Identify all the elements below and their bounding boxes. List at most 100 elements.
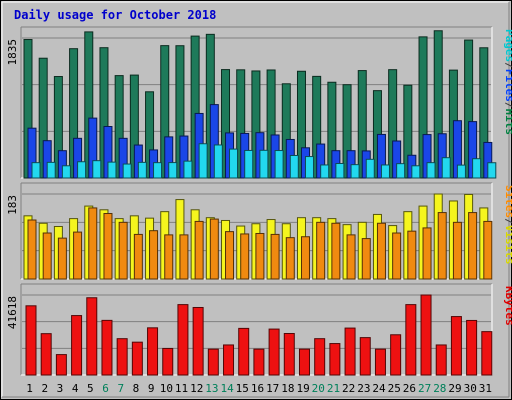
legend-entry: KBytes xyxy=(503,286,512,326)
x-tick-label-day-17: 17 xyxy=(266,382,279,395)
series-sites xyxy=(27,207,493,280)
bar-sites-day-1 xyxy=(27,219,37,280)
bar-pages-day-16 xyxy=(259,149,269,179)
legend-entry: Files xyxy=(503,69,512,102)
bar-sites-day-16 xyxy=(255,232,265,280)
x-tick-label-day-2: 2 xyxy=(41,382,48,395)
bar-pages-day-3 xyxy=(61,165,71,179)
bar-kbytes-day-7 xyxy=(116,338,128,376)
x-tick-label-day-22: 22 xyxy=(342,382,355,395)
x-tick-label-day-14: 14 xyxy=(220,382,234,395)
bar-sites-day-3 xyxy=(57,237,67,280)
y-tick-label: 1835 xyxy=(6,39,19,66)
bar-kbytes-day-24 xyxy=(374,348,386,376)
x-tick-label-day-21: 21 xyxy=(327,382,340,395)
bar-sites-day-9 xyxy=(149,230,159,280)
bar-sites-day-8 xyxy=(133,233,143,280)
x-tick-label-day-16: 16 xyxy=(251,382,264,395)
x-tick-label-day-3: 3 xyxy=(57,382,64,395)
x-tick-label-day-13: 13 xyxy=(205,382,218,395)
bar-sites-day-18 xyxy=(285,237,295,280)
bar-pages-day-13 xyxy=(213,144,223,179)
bar-sites-day-22 xyxy=(346,234,356,280)
bar-sites-day-24 xyxy=(376,222,386,280)
bar-sites-day-19 xyxy=(300,236,310,280)
bar-kbytes-day-26 xyxy=(405,304,417,376)
bar-kbytes-day-29 xyxy=(450,316,462,376)
bar-kbytes-day-1 xyxy=(25,305,37,376)
panel-middle: 183 Sites/Visits xyxy=(6,182,512,280)
bar-pages-day-5 xyxy=(92,160,102,179)
bar-kbytes-day-25 xyxy=(390,334,402,376)
bar-kbytes-day-20 xyxy=(314,338,326,376)
bar-pages-day-30 xyxy=(472,158,482,179)
bar-pages-day-12 xyxy=(198,143,208,179)
bar-sites-day-17 xyxy=(270,233,280,280)
panel-bottom: 41618 KBytes xyxy=(6,283,512,376)
bar-pages-day-23 xyxy=(365,158,375,179)
x-tick-label-day-8: 8 xyxy=(133,382,140,395)
bar-pages-day-11 xyxy=(183,160,193,179)
bar-kbytes-day-2 xyxy=(40,333,52,376)
bar-pages-day-19 xyxy=(304,156,314,179)
bar-kbytes-day-19 xyxy=(298,348,310,376)
bar-pages-day-2 xyxy=(46,161,56,179)
bar-pages-day-14 xyxy=(229,148,239,179)
bar-pages-day-21 xyxy=(335,163,345,179)
bar-kbytes-day-3 xyxy=(55,354,67,376)
x-tick-label-day-18: 18 xyxy=(281,382,294,395)
bar-pages-day-25 xyxy=(396,163,406,179)
x-tick-label-day-5: 5 xyxy=(87,382,94,395)
bar-pages-day-27 xyxy=(426,162,436,179)
bar-sites-day-14 xyxy=(225,231,235,280)
bar-sites-day-4 xyxy=(73,231,83,280)
bar-kbytes-day-15 xyxy=(238,327,250,376)
chart-title: Daily usage for October 2018 xyxy=(14,8,216,22)
bar-sites-day-31 xyxy=(483,220,493,280)
bar-kbytes-day-9 xyxy=(147,327,159,376)
x-axis: 1 2 3 4 5 6 7 8 9 10 11 12 13 14 15 16 17 18 19 20 21 22 23 24 2… xyxy=(26,382,492,395)
bar-kbytes-day-11 xyxy=(177,304,189,376)
bar-pages-day-20 xyxy=(320,164,330,179)
x-tick-label-day-15: 15 xyxy=(236,382,249,395)
x-tick-label-day-27: 27 xyxy=(418,382,431,395)
x-tick-label-day-29: 29 xyxy=(448,382,461,395)
bar-pages-day-15 xyxy=(244,149,254,179)
bar-pages-day-10 xyxy=(168,162,178,179)
bar-kbytes-day-4 xyxy=(71,315,83,376)
legend-entry: / xyxy=(503,102,512,109)
legend-entry: Pages xyxy=(503,29,512,62)
x-tick-label-day-6: 6 xyxy=(102,382,109,395)
bar-pages-day-17 xyxy=(274,150,284,179)
bar-sites-day-15 xyxy=(240,233,250,280)
bar-kbytes-day-30 xyxy=(466,319,478,376)
bar-kbytes-day-23 xyxy=(359,337,371,376)
x-tick-label-day-30: 30 xyxy=(464,382,477,395)
bar-sites-day-12 xyxy=(194,220,204,280)
bar-sites-day-11 xyxy=(179,234,189,280)
series-pages xyxy=(31,143,497,179)
bar-pages-day-24 xyxy=(380,164,390,179)
bar-kbytes-day-31 xyxy=(481,331,493,376)
bar-kbytes-day-27 xyxy=(420,294,432,376)
x-tick-label-day-25: 25 xyxy=(388,382,401,395)
bar-kbytes-day-12 xyxy=(192,306,204,376)
bar-sites-day-10 xyxy=(164,234,174,280)
series-legend-bottom: KBytes xyxy=(503,286,512,326)
bar-sites-day-30 xyxy=(468,212,478,280)
x-tick-label-day-24: 24 xyxy=(372,382,386,395)
bar-pages-day-8 xyxy=(137,161,147,179)
x-tick-label-day-1: 1 xyxy=(26,382,33,395)
bar-sites-day-5 xyxy=(88,207,98,280)
x-tick-label-day-23: 23 xyxy=(357,382,370,395)
bar-pages-day-7 xyxy=(122,163,132,179)
bar-sites-day-21 xyxy=(331,222,341,280)
x-tick-label-day-12: 12 xyxy=(190,382,203,395)
bar-kbytes-day-8 xyxy=(131,341,143,376)
bar-pages-day-26 xyxy=(411,165,421,179)
bar-sites-day-25 xyxy=(392,232,402,280)
bar-pages-day-9 xyxy=(153,162,163,179)
